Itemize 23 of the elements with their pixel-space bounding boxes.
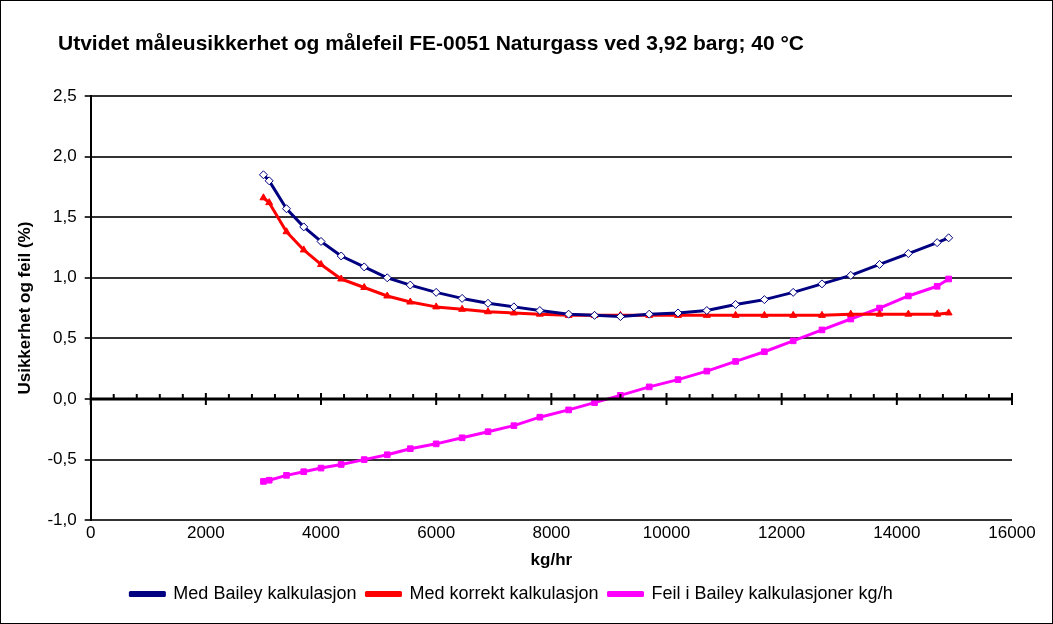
y-tick-label: 1,5 — [53, 206, 77, 226]
x-tick-label: 16000 — [988, 523, 1036, 543]
y-tick-label: 0,0 — [53, 388, 77, 408]
x-tick-label: 10000 — [642, 523, 691, 543]
x-tick-label: 0 — [85, 523, 96, 543]
y-tick-label: 1,0 — [53, 267, 77, 287]
y-tick-label: -0,5 — [47, 449, 77, 469]
y-axis-title: Usikkerhet og feil (%) — [14, 221, 34, 395]
legend-label: Med korrekt kalkulasjon — [409, 582, 599, 603]
x-tick-label: 12000 — [758, 523, 806, 543]
x-tick-label: 8000 — [532, 523, 571, 543]
y-tick-label: -1,0 — [47, 509, 77, 529]
chart-title: Utvidet måleusikkerhet og målefeil FE-0051 Naturgass ved 3,92 barg; 40 °C — [57, 30, 805, 56]
legend-label: Feil i Bailey kalkulasjoner kg/h — [651, 582, 893, 603]
x-tick-label: 2000 — [186, 523, 225, 543]
x-tick-label: 6000 — [417, 523, 456, 543]
y-tick-label: 2,0 — [53, 146, 77, 166]
x-tick-label: 14000 — [873, 523, 921, 543]
y-tick-label: 0,5 — [53, 328, 77, 348]
x-axis-title: kg/hr — [530, 550, 573, 570]
legend-label: Med Bailey kalkulasjon — [173, 582, 357, 603]
y-tick-label: 2,5 — [53, 85, 77, 105]
x-tick-label: 4000 — [302, 523, 340, 543]
